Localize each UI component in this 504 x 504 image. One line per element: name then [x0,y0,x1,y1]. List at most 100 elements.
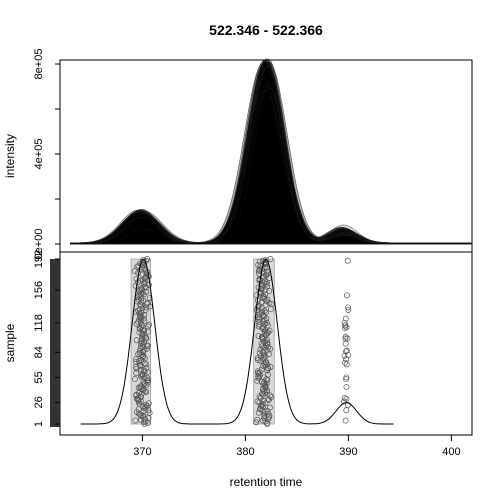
sample-point [343,383,350,390]
sample-point [140,341,147,348]
sample-point [139,344,146,351]
sample-point [262,291,269,298]
sample-point [342,333,349,340]
sample-point [140,297,147,304]
intensity-y-axis: 0e+00 4e+05 8e+05 [33,49,60,260]
sample-point [344,257,351,264]
sample-point [254,416,261,423]
sample-point [138,309,145,316]
sample-point [144,369,151,376]
sample-point [342,335,349,342]
sample-point [256,350,263,357]
sample-point [341,398,348,405]
sample-point [133,370,140,376]
sample-axis-strip [50,259,60,427]
sample-point [256,258,263,265]
sample-point [266,300,273,307]
sample-point [133,298,140,305]
intensity-panel: 0e+00 4e+05 8e+05 intensity [3,49,473,260]
sample-point [262,301,269,308]
sample-point [253,292,260,299]
sample-point [144,342,151,349]
density-curve [80,258,394,425]
sample-point [342,315,349,322]
sample-tick-label: 26 [33,396,45,408]
sample-point [264,269,271,275]
sample-point [137,340,144,347]
sample-point [260,401,266,408]
sample-point [146,409,153,416]
sample-point [258,378,265,385]
sample-point [135,410,142,417]
sample-point [266,327,273,334]
sample-point [133,275,140,282]
sample-point [342,359,349,366]
sample-tick-label: 55 [33,371,45,383]
sample-point [342,417,349,424]
sample-point [343,356,349,363]
sample-point [259,325,266,332]
sample-point [144,343,151,350]
sample-point [137,301,144,308]
sample-point [145,400,152,407]
sample-point [144,377,151,384]
sample-point [146,321,153,328]
sample-point [341,395,348,402]
sample-point [132,376,138,383]
sample-point [255,262,262,268]
sample-point [140,256,147,263]
sample-point [264,420,271,427]
sample-point [146,294,153,301]
retention-time-tick-label: 390 [339,446,357,458]
sample-point [341,352,348,359]
chart-title: 522.346 - 522.366 [209,22,323,38]
sample-point [142,415,149,422]
sample-point [261,317,268,324]
retention-time-axis-label: retention time [230,475,303,489]
intensity-tick-label: 8e+05 [33,49,45,80]
retention-time-x-axis: 370 380 390 400 [133,435,461,458]
sample-point [137,313,144,320]
sample-point [266,404,273,411]
intensity-axis-label: intensity [3,134,17,178]
sample-point [138,366,144,373]
sample-point [264,410,271,417]
sample-point [343,348,349,355]
sample-point [143,361,150,368]
retention-time-tick-label: 380 [236,446,254,458]
sample-point [345,304,351,311]
chromatogram-trace [70,89,473,245]
intensity-curves [70,58,473,245]
sample-point [133,358,140,365]
sample-points [131,256,352,427]
sample-point [145,323,151,330]
sample-tick-label: 84 [33,346,45,358]
sample-point [263,271,270,278]
sample-point [345,307,352,313]
sample-tick-label: 1 [33,421,45,427]
sample-point [263,380,270,387]
sample-point [133,356,140,363]
retention-time-tick-label: 370 [133,446,151,458]
sample-point [268,394,275,401]
sample-point [139,333,146,340]
sample-point [343,324,350,331]
sample-point [342,325,348,332]
sample-point [342,340,349,347]
sample-axis-label: sample [3,323,17,362]
sample-tick-label: 156 [33,281,45,299]
sample-point [144,300,151,307]
sample-point [141,368,148,375]
sample-point [258,333,265,340]
sample-point [343,407,350,414]
sample-point [141,278,148,285]
intensity-tick-label: 0e+00 [33,229,45,260]
sample-point [144,256,151,262]
sample-point [267,256,274,262]
sample-point [261,294,268,300]
sample-point [342,322,349,329]
sample-point [343,347,350,354]
sample-point [262,287,269,294]
sample-point [343,376,350,383]
